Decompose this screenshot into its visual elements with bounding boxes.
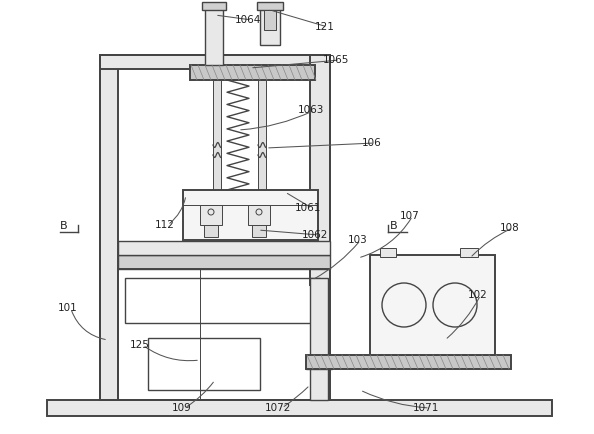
Bar — [47, 400, 552, 416]
Text: 112: 112 — [155, 220, 175, 230]
Text: 1071: 1071 — [413, 403, 440, 413]
Bar — [248, 205, 270, 225]
Text: 109: 109 — [172, 403, 192, 413]
Bar — [118, 269, 330, 400]
Bar — [213, 80, 221, 200]
Bar — [252, 225, 266, 237]
Bar — [306, 355, 511, 369]
Bar — [125, 278, 320, 323]
Bar — [190, 65, 315, 80]
Bar — [205, 5, 223, 65]
Bar — [100, 55, 118, 400]
Bar — [310, 369, 328, 400]
Bar — [258, 80, 266, 200]
Bar — [460, 248, 478, 257]
Bar — [264, 10, 276, 30]
Text: 1062: 1062 — [302, 230, 328, 240]
Bar — [100, 55, 330, 69]
Bar — [148, 338, 260, 390]
Text: 1064: 1064 — [235, 15, 261, 25]
Text: 106: 106 — [362, 138, 382, 148]
Text: 108: 108 — [500, 223, 520, 233]
Text: 1063: 1063 — [298, 105, 324, 115]
Bar — [204, 225, 218, 237]
Text: 1061: 1061 — [295, 203, 321, 213]
Text: 1072: 1072 — [265, 403, 292, 413]
Bar — [257, 2, 283, 10]
Bar — [202, 2, 226, 10]
Bar — [310, 278, 328, 368]
Text: B: B — [60, 221, 68, 231]
Text: 103: 103 — [348, 235, 368, 245]
Bar — [118, 255, 330, 269]
Text: 125: 125 — [130, 340, 150, 350]
Bar — [380, 248, 396, 257]
Bar — [200, 205, 222, 225]
Bar — [118, 241, 330, 255]
Text: 102: 102 — [468, 290, 488, 300]
Bar — [306, 355, 332, 369]
Text: B: B — [390, 221, 397, 231]
Bar — [310, 55, 330, 285]
Text: 121: 121 — [315, 22, 335, 32]
Text: 1065: 1065 — [323, 55, 349, 65]
Text: 101: 101 — [58, 303, 78, 313]
Bar — [370, 255, 495, 355]
Bar — [260, 5, 280, 45]
Bar — [183, 190, 318, 240]
Text: 107: 107 — [400, 211, 420, 221]
